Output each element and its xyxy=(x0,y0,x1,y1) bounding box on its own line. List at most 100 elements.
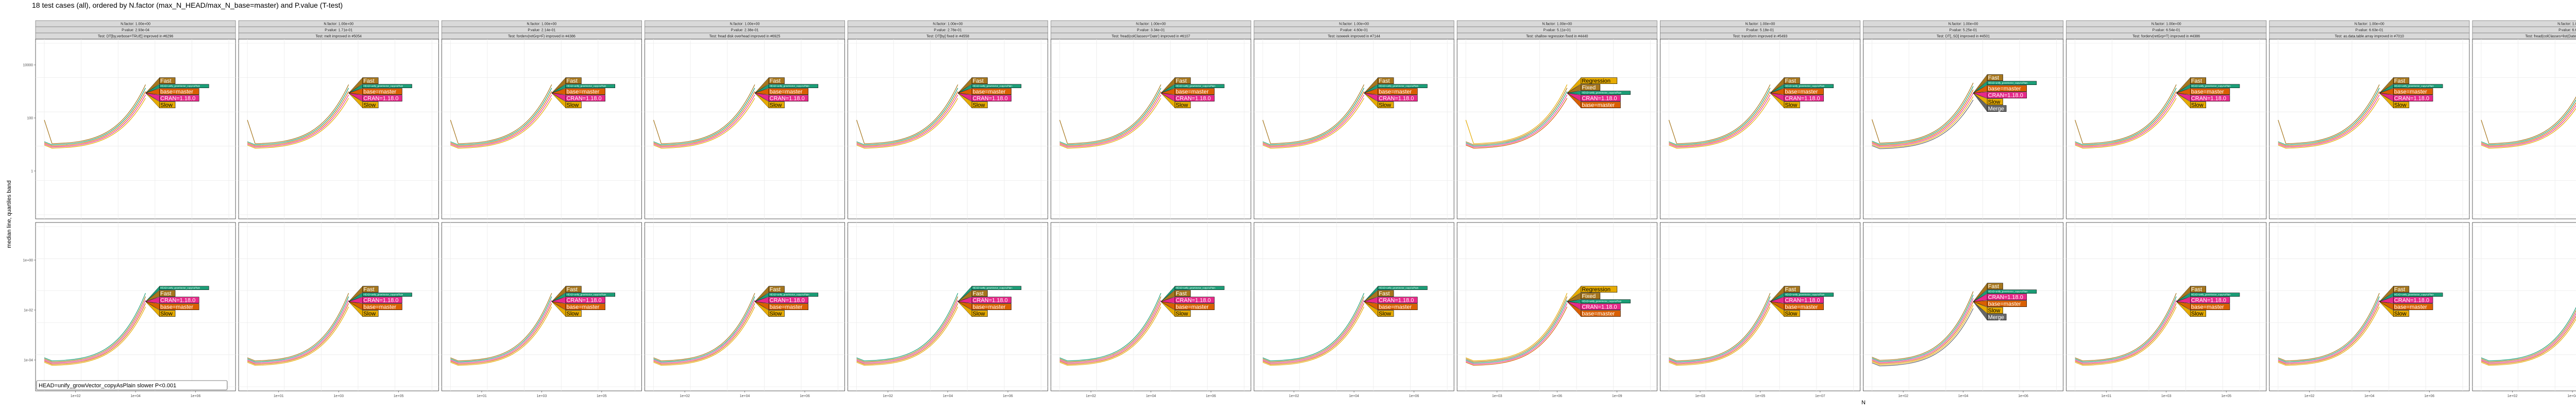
direct-label-box xyxy=(1581,91,1631,95)
direct-label-box xyxy=(2190,88,2230,95)
direct-label: HEAD=unify_growVector_copyAsPlain xyxy=(363,294,403,296)
y-tick-label: 1e-04 xyxy=(24,359,33,363)
series-line xyxy=(653,293,755,362)
direct-label: base=master xyxy=(2191,89,2224,95)
series-line xyxy=(44,306,146,366)
panel-1: N.factor: 1.00e+00 P.value: 2.93e-04 Test:… xyxy=(23,20,236,398)
series-line xyxy=(856,91,958,146)
direct-label-box xyxy=(1175,77,1191,84)
direct-label-box xyxy=(565,77,582,84)
direct-label: Fixed xyxy=(1582,294,1596,300)
y-tick-label: 1 xyxy=(31,170,33,174)
facet-strip-label: P.value: 6.54e-01 xyxy=(2153,29,2180,32)
series-line xyxy=(2481,310,2576,363)
direct-label: CRAN=1.18.0 xyxy=(2394,96,2429,102)
direct-label-box xyxy=(1581,84,1601,91)
panel-background xyxy=(238,39,439,219)
direct-label: Fast xyxy=(566,78,577,84)
direct-label-box xyxy=(1784,297,1824,303)
direct-label-box xyxy=(159,286,209,290)
x-tick-label: 1e+02 xyxy=(1086,394,1096,398)
x-tick-label: 1e+05 xyxy=(597,394,607,398)
facet-strip-label: Test: DT[by] fixed in #4558 xyxy=(926,35,969,39)
direct-label-box xyxy=(1581,95,1621,101)
direct-label: Slow xyxy=(1988,308,2001,314)
x-tick-label: 1e+06 xyxy=(1003,394,1013,398)
series-line xyxy=(2278,88,2380,145)
facet-strip-label: P.value: 2.93e-04 xyxy=(122,29,149,32)
direct-label: HEAD=unify_growVector_copyAsPlain xyxy=(1379,85,1418,88)
direct-label: CRAN=1.18.0 xyxy=(160,298,195,304)
series-line xyxy=(44,293,146,362)
direct-label: Fast xyxy=(2191,287,2202,293)
direct-label: Regression xyxy=(1582,287,1611,293)
series-line xyxy=(2075,94,2177,148)
series-line xyxy=(856,98,958,149)
series-line xyxy=(2278,303,2380,365)
series-line xyxy=(1262,306,1365,366)
direct-label-box xyxy=(768,297,809,303)
direct-label-box xyxy=(1378,77,1394,84)
direct-label-box xyxy=(1987,92,2027,98)
x-tick-label: 1e+06 xyxy=(1409,394,1419,398)
direct-label-box xyxy=(768,286,785,293)
direct-label-box xyxy=(1378,290,1394,297)
direct-label: Fast xyxy=(1176,78,1187,84)
direct-label: CRAN=1.18.0 xyxy=(1379,298,1414,304)
series-line xyxy=(44,91,146,146)
series-line xyxy=(2075,306,2177,366)
direct-label-box xyxy=(1784,293,1834,297)
series-line xyxy=(1872,86,1974,145)
series-line xyxy=(1059,300,1161,364)
direct-label: base=master xyxy=(1379,89,1412,95)
direct-label-box xyxy=(362,297,402,303)
panel-13: N.factor: 1.00e+00 P.value: 6.64e-01 Test:… xyxy=(2472,20,2576,398)
panel-3: N.factor: 1.00e+00 P.value: 2.14e-01 Test:… xyxy=(441,20,642,398)
direct-label-box xyxy=(1581,286,1618,293)
x-tick-label: 1e+03 xyxy=(333,394,344,398)
direct-label-box xyxy=(362,88,402,95)
direct-label: CRAN=1.18.0 xyxy=(363,298,398,304)
series-line xyxy=(450,300,552,364)
direct-label: HEAD=unify_growVector_copyAsPlain xyxy=(2394,85,2434,88)
direct-label: Slow xyxy=(2394,102,2406,109)
direct-label-box xyxy=(159,88,199,95)
panel-11: N.factor: 1.00e+00 P.value: 6.54e-01 Test:… xyxy=(2066,20,2267,398)
direct-label-box xyxy=(2190,310,2207,317)
series-line xyxy=(2278,94,2380,148)
series-line xyxy=(247,91,349,146)
direct-label-box xyxy=(1378,303,1418,310)
facet-strip-label: Test: DT[,.SD] improved in #4501 xyxy=(1937,35,1990,39)
facet-strip-label: N.factor: 1.00e+00 xyxy=(730,23,760,26)
direct-label-box xyxy=(1987,85,2027,92)
panel-background xyxy=(1050,39,1251,219)
series-line xyxy=(450,84,552,144)
direct-label-box xyxy=(362,310,379,317)
direct-label: Fast xyxy=(973,78,984,84)
direct-label-box xyxy=(565,286,582,293)
direct-label: base=master xyxy=(1176,89,1209,95)
series-line xyxy=(450,91,552,146)
direct-label-box xyxy=(1581,310,1621,317)
series-line xyxy=(2481,315,2576,365)
panel-background xyxy=(2066,222,2267,391)
direct-label: HEAD=unify_growVector_copyAsPlain xyxy=(2191,85,2231,88)
annotation-box xyxy=(36,380,228,390)
series-line xyxy=(1669,91,1771,146)
x-tick-label: 1e+06 xyxy=(800,394,810,398)
direct-label: HEAD=unify_growVector_copyAsPlain xyxy=(1582,92,1621,94)
direct-label-box xyxy=(2393,101,2410,108)
direct-label-box xyxy=(2190,286,2207,293)
series-line xyxy=(1872,301,1974,364)
direct-label-box xyxy=(1175,310,1191,317)
direct-label-box xyxy=(1987,300,2027,307)
series-line xyxy=(653,303,755,365)
series-line xyxy=(450,88,552,145)
direct-label-box xyxy=(1784,95,1824,101)
series-line xyxy=(2481,312,2576,364)
direct-label: Fast xyxy=(1988,75,1999,81)
series-line xyxy=(450,94,552,148)
direct-label: Slow xyxy=(2394,311,2406,317)
direct-label: CRAN=1.18.0 xyxy=(160,96,195,102)
panel-background xyxy=(441,39,642,219)
